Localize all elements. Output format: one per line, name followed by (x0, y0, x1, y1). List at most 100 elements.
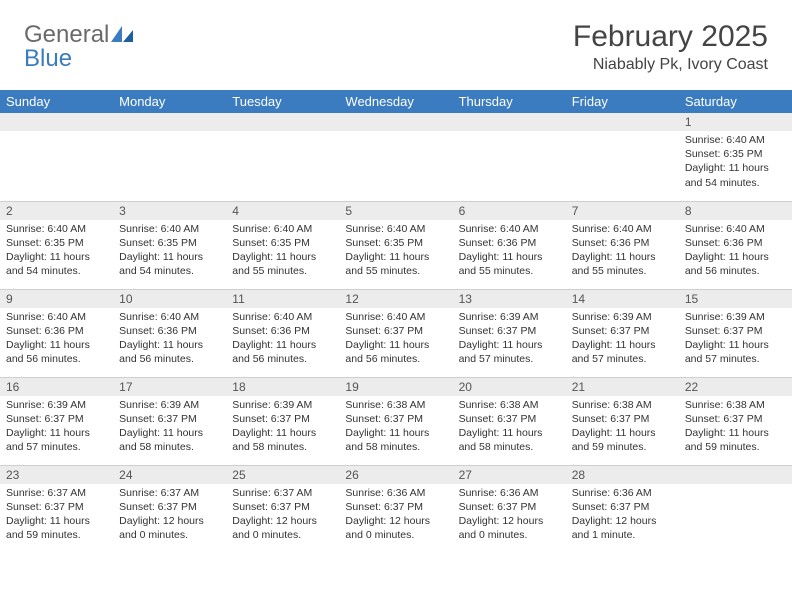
day-number: 19 (339, 378, 452, 396)
day-number (679, 466, 792, 484)
calendar-week: 16Sunrise: 6:39 AMSunset: 6:37 PMDayligh… (0, 377, 792, 465)
day-details: Sunrise: 6:36 AMSunset: 6:37 PMDaylight:… (453, 484, 566, 547)
day-number: 2 (0, 202, 113, 220)
day-number: 25 (226, 466, 339, 484)
day-details: Sunrise: 6:37 AMSunset: 6:37 PMDaylight:… (113, 484, 226, 547)
day-number: 4 (226, 202, 339, 220)
calendar-cell: 16Sunrise: 6:39 AMSunset: 6:37 PMDayligh… (0, 377, 113, 465)
day-number: 15 (679, 290, 792, 308)
day-details: Sunrise: 6:40 AMSunset: 6:37 PMDaylight:… (339, 308, 452, 371)
calendar-cell (566, 113, 679, 201)
logo-word-blue: Blue (24, 45, 72, 72)
calendar-cell: 4Sunrise: 6:40 AMSunset: 6:35 PMDaylight… (226, 201, 339, 289)
calendar-cell (113, 113, 226, 201)
day-details: Sunrise: 6:38 AMSunset: 6:37 PMDaylight:… (566, 396, 679, 459)
day-number: 27 (453, 466, 566, 484)
calendar-cell: 27Sunrise: 6:36 AMSunset: 6:37 PMDayligh… (453, 465, 566, 553)
day-number: 21 (566, 378, 679, 396)
calendar-cell: 10Sunrise: 6:40 AMSunset: 6:36 PMDayligh… (113, 289, 226, 377)
calendar-week: 9Sunrise: 6:40 AMSunset: 6:36 PMDaylight… (0, 289, 792, 377)
calendar-cell: 25Sunrise: 6:37 AMSunset: 6:37 PMDayligh… (226, 465, 339, 553)
day-number: 23 (0, 466, 113, 484)
day-details: Sunrise: 6:37 AMSunset: 6:37 PMDaylight:… (0, 484, 113, 547)
calendar-cell: 8Sunrise: 6:40 AMSunset: 6:36 PMDaylight… (679, 201, 792, 289)
calendar-cell: 13Sunrise: 6:39 AMSunset: 6:37 PMDayligh… (453, 289, 566, 377)
calendar-cell: 18Sunrise: 6:39 AMSunset: 6:37 PMDayligh… (226, 377, 339, 465)
day-details: Sunrise: 6:37 AMSunset: 6:37 PMDaylight:… (226, 484, 339, 547)
calendar-cell: 3Sunrise: 6:40 AMSunset: 6:35 PMDaylight… (113, 201, 226, 289)
calendar-cell: 1Sunrise: 6:40 AMSunset: 6:35 PMDaylight… (679, 113, 792, 201)
day-details: Sunrise: 6:40 AMSunset: 6:35 PMDaylight:… (679, 131, 792, 194)
calendar-table: SundayMondayTuesdayWednesdayThursdayFrid… (0, 90, 792, 553)
calendar-cell: 19Sunrise: 6:38 AMSunset: 6:37 PMDayligh… (339, 377, 452, 465)
day-number: 11 (226, 290, 339, 308)
day-header: Thursday (453, 90, 566, 113)
logo-sail-icon (111, 21, 133, 48)
calendar-cell: 6Sunrise: 6:40 AMSunset: 6:36 PMDaylight… (453, 201, 566, 289)
day-number: 7 (566, 202, 679, 220)
calendar-cell (453, 113, 566, 201)
calendar-cell: 20Sunrise: 6:38 AMSunset: 6:37 PMDayligh… (453, 377, 566, 465)
day-details: Sunrise: 6:39 AMSunset: 6:37 PMDaylight:… (566, 308, 679, 371)
calendar-week: 2Sunrise: 6:40 AMSunset: 6:35 PMDaylight… (0, 201, 792, 289)
logo-word-general: General (24, 21, 109, 48)
day-number: 8 (679, 202, 792, 220)
day-details: Sunrise: 6:40 AMSunset: 6:35 PMDaylight:… (113, 220, 226, 283)
day-number (226, 113, 339, 131)
day-number: 16 (0, 378, 113, 396)
day-number: 28 (566, 466, 679, 484)
day-number: 24 (113, 466, 226, 484)
day-number: 10 (113, 290, 226, 308)
day-number (453, 113, 566, 131)
day-details: Sunrise: 6:40 AMSunset: 6:35 PMDaylight:… (0, 220, 113, 283)
calendar-cell: 26Sunrise: 6:36 AMSunset: 6:37 PMDayligh… (339, 465, 452, 553)
day-number: 14 (566, 290, 679, 308)
calendar-header-row: SundayMondayTuesdayWednesdayThursdayFrid… (0, 90, 792, 113)
day-number: 3 (113, 202, 226, 220)
location-subtitle: Niabably Pk, Ivory Coast (573, 56, 768, 74)
day-details: Sunrise: 6:39 AMSunset: 6:37 PMDaylight:… (226, 396, 339, 459)
title-block: February 2025 Niabably Pk, Ivory Coast (573, 20, 768, 74)
day-header: Sunday (0, 90, 113, 113)
day-details: Sunrise: 6:40 AMSunset: 6:36 PMDaylight:… (113, 308, 226, 371)
day-header: Tuesday (226, 90, 339, 113)
calendar-cell: 23Sunrise: 6:37 AMSunset: 6:37 PMDayligh… (0, 465, 113, 553)
calendar-cell: 14Sunrise: 6:39 AMSunset: 6:37 PMDayligh… (566, 289, 679, 377)
calendar-cell (226, 113, 339, 201)
calendar-week: 1Sunrise: 6:40 AMSunset: 6:35 PMDaylight… (0, 113, 792, 201)
calendar-body: 1Sunrise: 6:40 AMSunset: 6:35 PMDaylight… (0, 113, 792, 553)
calendar-cell: 2Sunrise: 6:40 AMSunset: 6:35 PMDaylight… (0, 201, 113, 289)
header: General Blue February 2025 Niabably Pk, … (0, 0, 792, 84)
day-details: Sunrise: 6:40 AMSunset: 6:36 PMDaylight:… (566, 220, 679, 283)
day-number (0, 113, 113, 131)
calendar-cell (679, 465, 792, 553)
day-number: 20 (453, 378, 566, 396)
day-details: Sunrise: 6:38 AMSunset: 6:37 PMDaylight:… (339, 396, 452, 459)
day-details: Sunrise: 6:40 AMSunset: 6:36 PMDaylight:… (453, 220, 566, 283)
calendar-cell (0, 113, 113, 201)
day-details: Sunrise: 6:36 AMSunset: 6:37 PMDaylight:… (566, 484, 679, 547)
day-number: 13 (453, 290, 566, 308)
day-number: 9 (0, 290, 113, 308)
calendar-cell: 12Sunrise: 6:40 AMSunset: 6:37 PMDayligh… (339, 289, 452, 377)
calendar-week: 23Sunrise: 6:37 AMSunset: 6:37 PMDayligh… (0, 465, 792, 553)
day-details: Sunrise: 6:40 AMSunset: 6:36 PMDaylight:… (226, 308, 339, 371)
day-details: Sunrise: 6:39 AMSunset: 6:37 PMDaylight:… (0, 396, 113, 459)
day-details: Sunrise: 6:39 AMSunset: 6:37 PMDaylight:… (113, 396, 226, 459)
day-number: 12 (339, 290, 452, 308)
day-number: 18 (226, 378, 339, 396)
day-details: Sunrise: 6:40 AMSunset: 6:36 PMDaylight:… (679, 220, 792, 283)
day-number: 26 (339, 466, 452, 484)
day-details: Sunrise: 6:40 AMSunset: 6:36 PMDaylight:… (0, 308, 113, 371)
day-header: Saturday (679, 90, 792, 113)
calendar-cell: 17Sunrise: 6:39 AMSunset: 6:37 PMDayligh… (113, 377, 226, 465)
logo: General Blue (24, 23, 133, 71)
day-details: Sunrise: 6:40 AMSunset: 6:35 PMDaylight:… (339, 220, 452, 283)
day-details: Sunrise: 6:38 AMSunset: 6:37 PMDaylight:… (679, 396, 792, 459)
day-number (339, 113, 452, 131)
calendar-cell: 5Sunrise: 6:40 AMSunset: 6:35 PMDaylight… (339, 201, 452, 289)
day-number (113, 113, 226, 131)
calendar-cell: 28Sunrise: 6:36 AMSunset: 6:37 PMDayligh… (566, 465, 679, 553)
day-details: Sunrise: 6:38 AMSunset: 6:37 PMDaylight:… (453, 396, 566, 459)
day-number: 6 (453, 202, 566, 220)
